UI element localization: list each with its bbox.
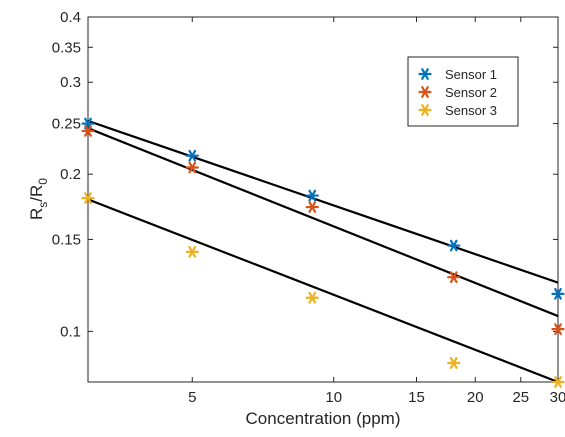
- y-tick-label: 0.3: [60, 74, 81, 91]
- fit-lines: [87, 119, 559, 384]
- y-axis-label: Rs/R0: [27, 178, 50, 220]
- y-tick-labels: 0.1 0.15 0.2 0.25 0.3 0.35 0.4: [52, 9, 81, 340]
- legend: Sensor 1 Sensor 2 Sensor 3: [407, 56, 519, 127]
- legend-marker-series-2: [418, 86, 432, 98]
- data-points: [81, 117, 565, 388]
- y-tick-label: 0.15: [52, 231, 81, 248]
- legend-label-series-3: Sensor 3: [445, 103, 497, 118]
- y-axis-label-sep: /R: [27, 185, 46, 202]
- x-tick-label: 15: [408, 389, 425, 406]
- fit-line: [87, 198, 559, 384]
- y-tick-label: 0.1: [60, 323, 81, 340]
- data-point-series-3: [551, 376, 565, 388]
- y-tick-label: 0.25: [52, 116, 81, 133]
- data-point-series-2: [447, 271, 461, 284]
- data-point-series-2: [185, 161, 199, 174]
- legend-marker-series-3: [418, 104, 432, 116]
- data-point-series-1: [447, 239, 461, 252]
- y-tick-label: 0.2: [60, 166, 81, 183]
- data-point-series-2: [305, 201, 319, 213]
- x-tick-label: 5: [188, 389, 196, 406]
- x-tick-label: 10: [325, 389, 342, 406]
- legend-label-series-2: Sensor 2: [445, 85, 497, 100]
- legend-marker-series-1: [418, 68, 432, 80]
- legend-label-series-1: Sensor 1: [445, 67, 497, 82]
- x-tick-labels: 5 10 15 20 25 30: [188, 389, 565, 406]
- y-axis-label-sub-s: s: [36, 202, 50, 208]
- y-tick-label: 0.35: [52, 39, 81, 56]
- legend-items: Sensor 1 Sensor 2 Sensor 3: [418, 67, 497, 118]
- data-point-series-2: [81, 125, 95, 137]
- data-point-series-3: [185, 246, 199, 258]
- y-axis-label-main: R: [27, 208, 46, 220]
- fit-line: [87, 127, 559, 318]
- data-point-series-3: [305, 291, 319, 304]
- data-point-series-1: [551, 287, 565, 300]
- fit-line: [87, 119, 559, 284]
- tick-marks: [88, 16, 559, 382]
- y-tick-label: 0.4: [60, 9, 81, 26]
- x-tick-label: 20: [467, 389, 484, 406]
- data-point-series-3: [447, 357, 461, 369]
- data-point-series-1: [305, 189, 319, 202]
- data-point-series-1: [185, 149, 199, 162]
- y-axis-label-sub-0: 0: [36, 178, 50, 185]
- data-point-series-2: [551, 323, 565, 336]
- x-axis-label: Concentration (ppm): [246, 409, 401, 428]
- x-tick-label: 30: [550, 389, 565, 406]
- x-tick-label: 25: [512, 389, 529, 406]
- data-point-series-3: [81, 192, 95, 204]
